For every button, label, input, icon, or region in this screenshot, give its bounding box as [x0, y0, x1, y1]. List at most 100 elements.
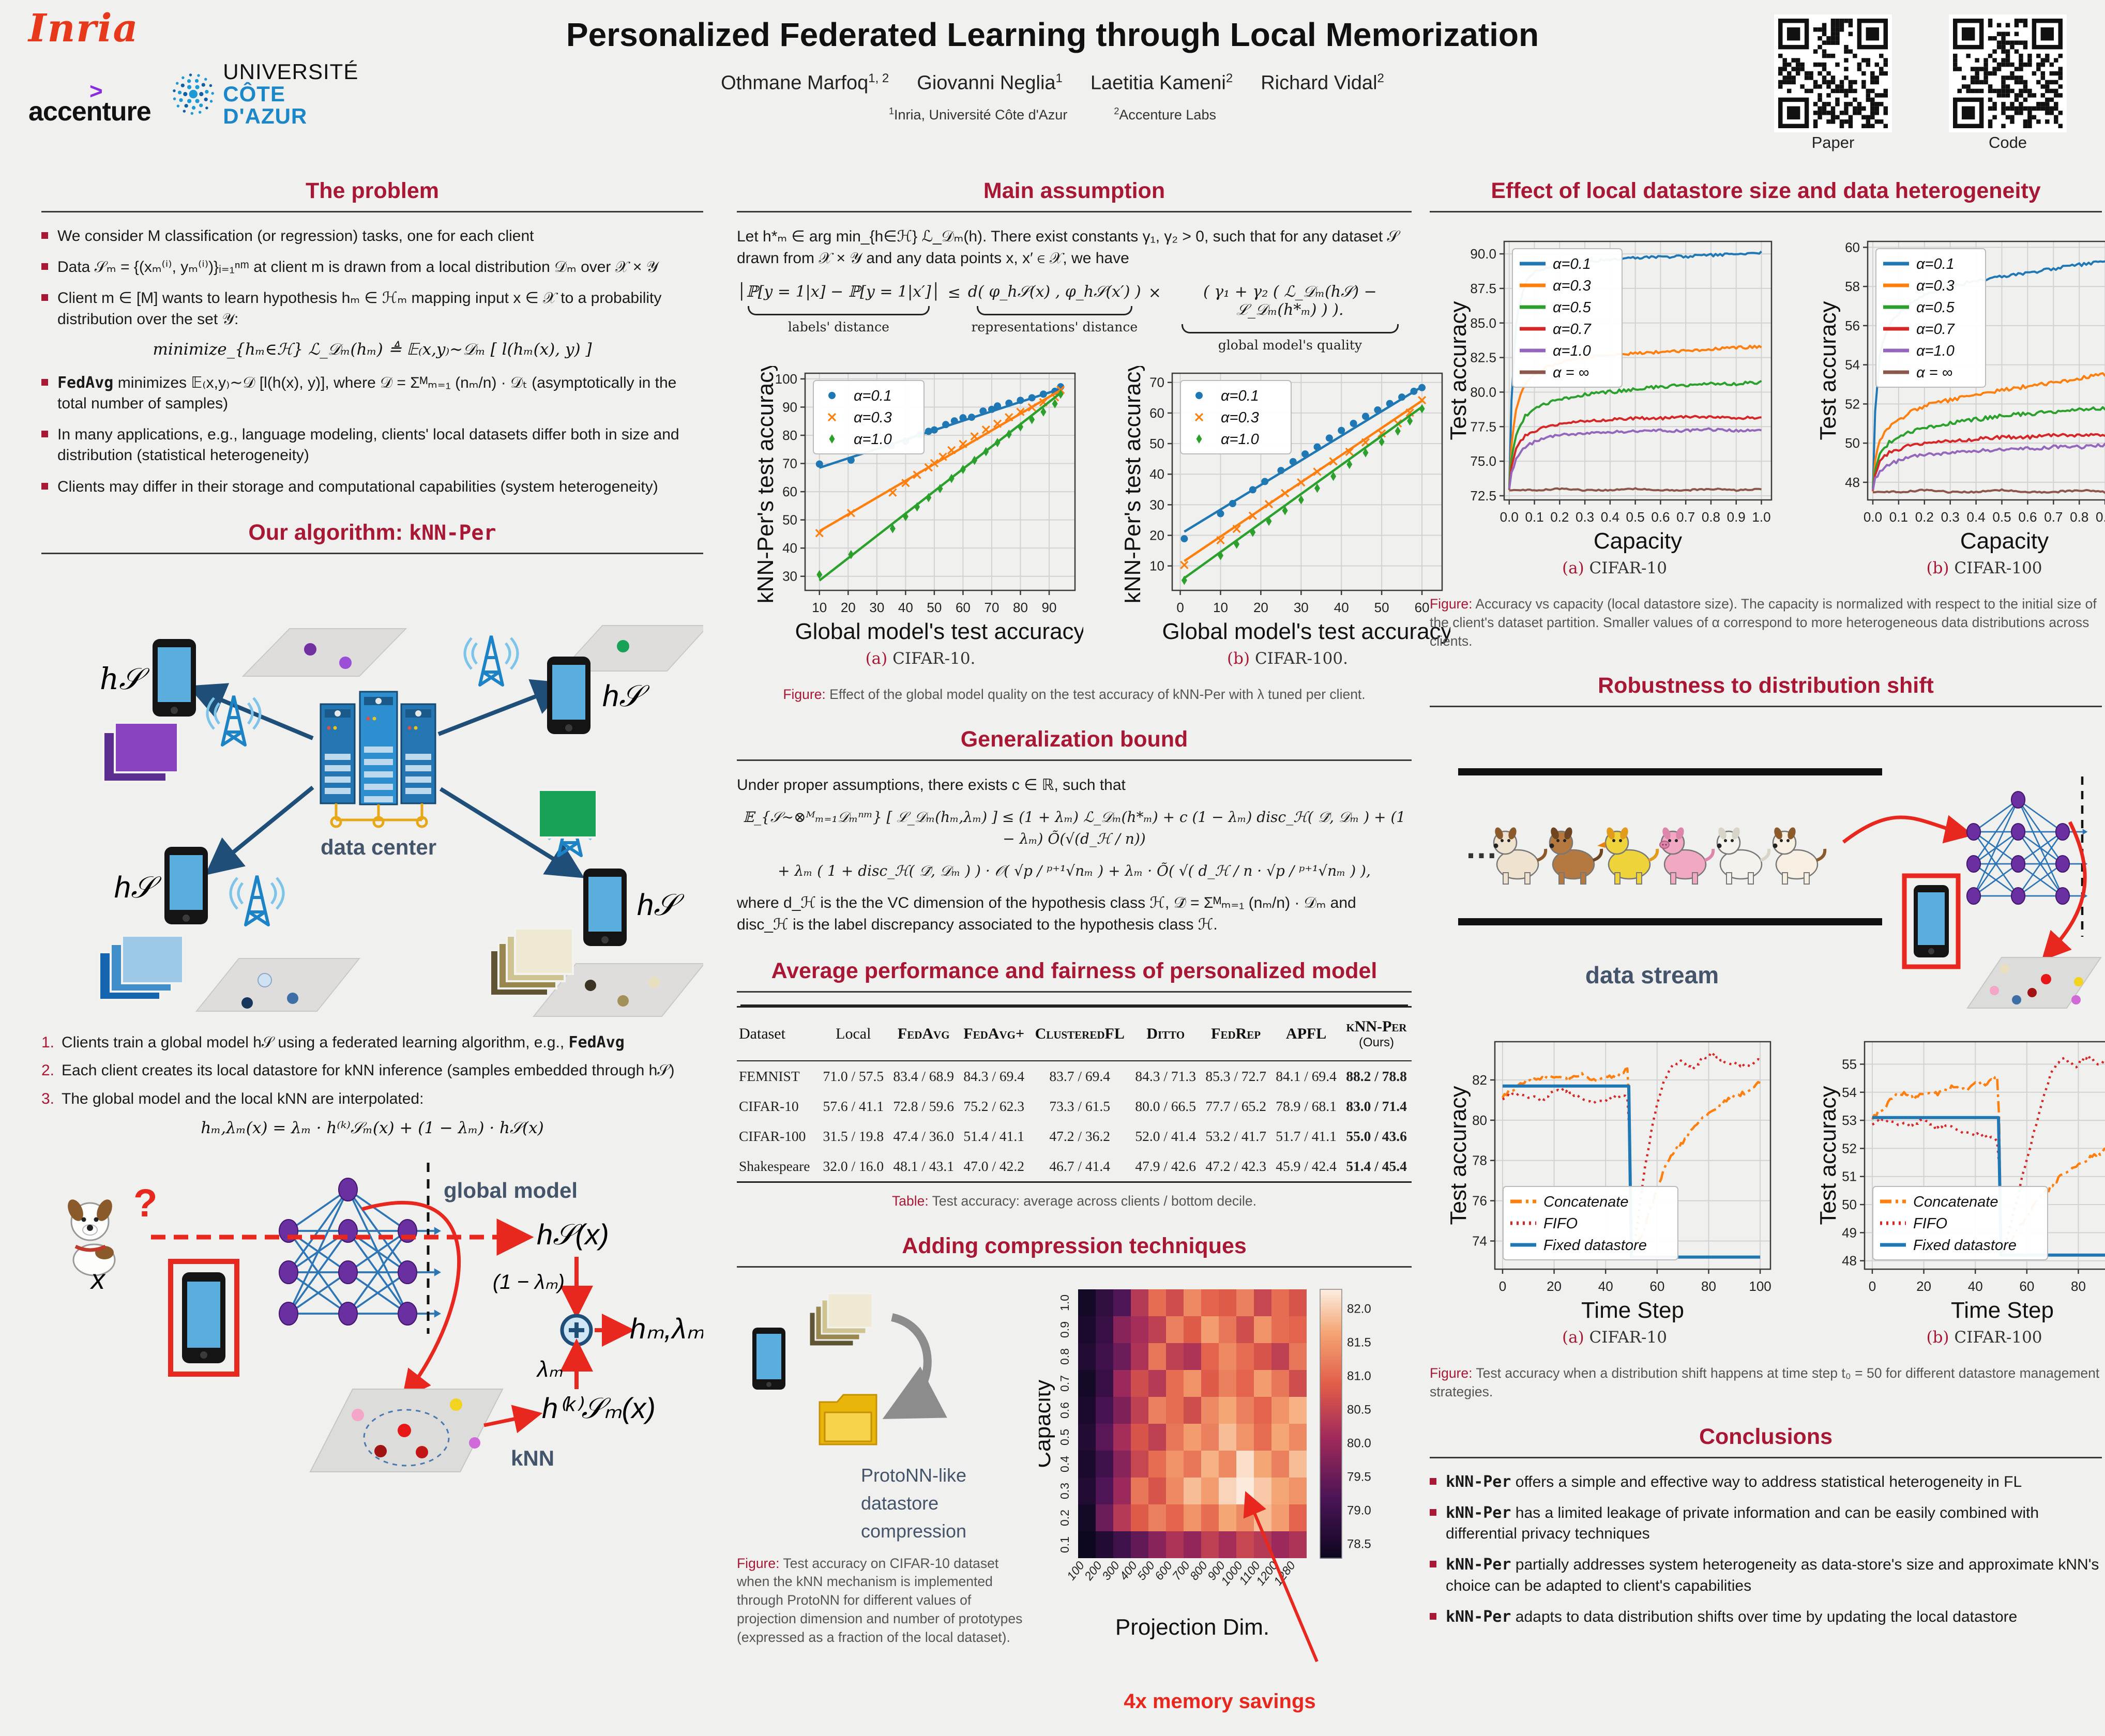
- inference-flow-diagram: ? x global model kNN h𝒮: [68, 1163, 738, 1473]
- svg-text:α=0.7: α=0.7: [1553, 321, 1592, 338]
- svg-text:78: 78: [1472, 1153, 1487, 1168]
- data-center-label: data center: [321, 835, 436, 859]
- svg-text:kNN-Per's test accuracy: kNN-Per's test accuracy: [758, 366, 778, 603]
- phone-icon: [164, 846, 208, 924]
- embedding-plane: [241, 628, 407, 677]
- svg-text:Capacity: Capacity: [1594, 528, 1682, 554]
- plus-icon: [569, 1322, 584, 1338]
- uca-burst-icon: [172, 73, 214, 115]
- svg-text:0.7: 0.7: [1058, 1375, 1071, 1392]
- svg-text:0.6: 0.6: [1651, 509, 1670, 525]
- dataset-cards: [98, 934, 184, 1001]
- section-problem: The problem We consider M classification…: [41, 178, 703, 497]
- figure-caption: Figure: Test accuracy when a distributio…: [1430, 1365, 2100, 1400]
- bullet-item: Client m ∈ [M] wants to learn hypothesis…: [41, 288, 703, 329]
- svg-text:82: 82: [1472, 1072, 1487, 1088]
- model-to-datastore-arrow: [2041, 821, 2087, 962]
- compression-caption: Figure: Test accuracy on CIFAR-10 datase…: [737, 1555, 1023, 1645]
- embedding-plane: [195, 957, 361, 1012]
- svg-text:30: 30: [1149, 497, 1164, 512]
- broadcast-arrow: [437, 679, 570, 736]
- svg-text:0.3: 0.3: [1058, 1483, 1071, 1499]
- svg-text:Test accuracy: Test accuracy: [1450, 301, 1471, 440]
- svg-text:0.4: 0.4: [1601, 509, 1619, 525]
- svg-text:0.0: 0.0: [1500, 509, 1519, 525]
- section-title: The problem: [305, 178, 440, 203]
- table-row: CIFAR-100 31.5 / 19.8 47.4 / 36.0 51.4 / 41…: [739, 1128, 1407, 1144]
- section-title: Main assumption: [983, 178, 1165, 203]
- svg-text:α=1.0: α=1.0: [1916, 343, 1955, 359]
- underbrace: [747, 306, 930, 315]
- svg-text:80: 80: [782, 428, 797, 443]
- animal-icon: [1597, 827, 1659, 885]
- svg-text:100: 100: [1749, 1278, 1771, 1294]
- stream-rail: [1458, 918, 1882, 926]
- dataset-cards: [538, 788, 598, 839]
- svg-text:FIFO: FIFO: [1543, 1215, 1578, 1232]
- svg-text:48: 48: [1842, 1253, 1857, 1269]
- figure-shift-cifar10: 0 20 40 60 80 100 74 76 78 80 82 Time Step Test accu…: [1450, 1034, 1779, 1347]
- svg-text:40: 40: [1149, 466, 1164, 482]
- svg-text:0.5: 0.5: [1626, 509, 1645, 525]
- svg-text:60: 60: [956, 600, 971, 615]
- assumption-intro: Let h*ₘ ∈ arg min_{h∈ℋ} ℒ_𝒟ₘ(h). There e…: [737, 228, 1399, 267]
- scatter-chart: 0 10 20 30 40 50 60 10 20 30 40 50 60 70 Global model'…: [1125, 366, 1450, 644]
- svg-text:60: 60: [1649, 1278, 1664, 1294]
- compression-diagram: [752, 1292, 947, 1445]
- svg-text:74: 74: [1472, 1234, 1487, 1249]
- svg-text:79.0: 79.0: [1347, 1503, 1371, 1517]
- qr-code-icon: [1953, 19, 2063, 128]
- svg-text:700: 700: [1170, 1558, 1192, 1582]
- svg-text:40: 40: [782, 540, 797, 556]
- svg-text:78.5: 78.5: [1347, 1537, 1371, 1551]
- memory-savings-note: 4x memory savings: [1124, 1689, 1316, 1713]
- uca-logo: UNIVERSITÉ CÔTE D'AZUR: [171, 60, 363, 128]
- knn-label: kNN: [511, 1446, 554, 1470]
- hk-x-label: h⁽ᵏ⁾𝒮ₘ(x): [542, 1392, 656, 1424]
- svg-text:56: 56: [1845, 318, 1860, 333]
- protonn-label: ProtoNN-like datastore compression: [861, 1464, 967, 1542]
- uca-line2: CÔTE D'AZUR: [223, 81, 308, 128]
- svg-text:20: 20: [1253, 600, 1268, 615]
- figure-scatter-cifar10: 10 20 30 40 50 60 70 80 90 30 40 50 60 70 80 90 100 Globa…: [758, 366, 1083, 668]
- svg-text:90: 90: [1042, 600, 1057, 615]
- ellipsis: …: [1465, 828, 1498, 865]
- svg-text:0.5: 0.5: [1058, 1429, 1071, 1445]
- svg-text:α=0.3: α=0.3: [1221, 409, 1259, 426]
- svg-text:20: 20: [841, 600, 856, 615]
- data-stream-label: data stream: [1585, 962, 1719, 988]
- section-title: Average performance and fairness of pers…: [771, 958, 1377, 983]
- svg-text:79.5: 79.5: [1347, 1470, 1371, 1484]
- stream-rail: [1458, 768, 1882, 776]
- svg-text:Global model's test accuracy: Global model's test accuracy: [795, 619, 1083, 644]
- svg-text:76: 76: [1472, 1193, 1487, 1209]
- qr-paper: Paper: [1778, 19, 1888, 152]
- svg-text:70: 70: [782, 456, 797, 471]
- conclusion-item: kNN-Per offers a simple and effective wa…: [1430, 1472, 2102, 1493]
- dataset-cards: [102, 721, 179, 783]
- antenna-icon: [206, 695, 262, 747]
- svg-text:0.8: 0.8: [1058, 1348, 1071, 1365]
- svg-text:Projection Dim.: Projection Dim.: [1115, 1615, 1269, 1640]
- svg-text:α=0.5: α=0.5: [1553, 299, 1592, 316]
- svg-text:0.3: 0.3: [1941, 509, 1960, 525]
- svg-text:500: 500: [1134, 1558, 1157, 1582]
- svg-text:Global model's test accuracy: Global model's test accuracy: [1162, 619, 1450, 644]
- svg-text:50: 50: [1842, 1197, 1857, 1212]
- bound-formula-line1: 𝔼_{𝒮∼⊗ᴹₘ₌₁𝒟ₘⁿᵐ} [ ℒ_𝒟ₘ(hₘ,λₘ) ] ≤ (1 + λ…: [743, 808, 1406, 847]
- svg-text:0.4: 0.4: [1967, 509, 1986, 525]
- svg-text:FIFO: FIFO: [1913, 1215, 1947, 1232]
- svg-text:50: 50: [927, 600, 942, 615]
- knn-plane: [309, 1389, 504, 1473]
- svg-text:1.0: 1.0: [1058, 1295, 1071, 1311]
- client-phone-box: [1902, 873, 1961, 969]
- svg-text:α=0.3: α=0.3: [1916, 278, 1955, 294]
- svg-text:α=0.1: α=0.1: [1916, 256, 1955, 272]
- section-algorithm: Our algorithm: kNN-Per: [41, 520, 738, 1500]
- svg-text:0.4: 0.4: [1058, 1455, 1071, 1472]
- section-performance: Average performance and fairness of pers…: [737, 958, 1412, 1211]
- section-assumption: Main assumption Let h*ₘ ∈ arg min_{h∈ℋ} …: [737, 178, 1450, 704]
- global-model-label: global model: [444, 1178, 578, 1202]
- svg-text:90: 90: [782, 399, 797, 415]
- global-model-label: h𝒮: [100, 661, 150, 696]
